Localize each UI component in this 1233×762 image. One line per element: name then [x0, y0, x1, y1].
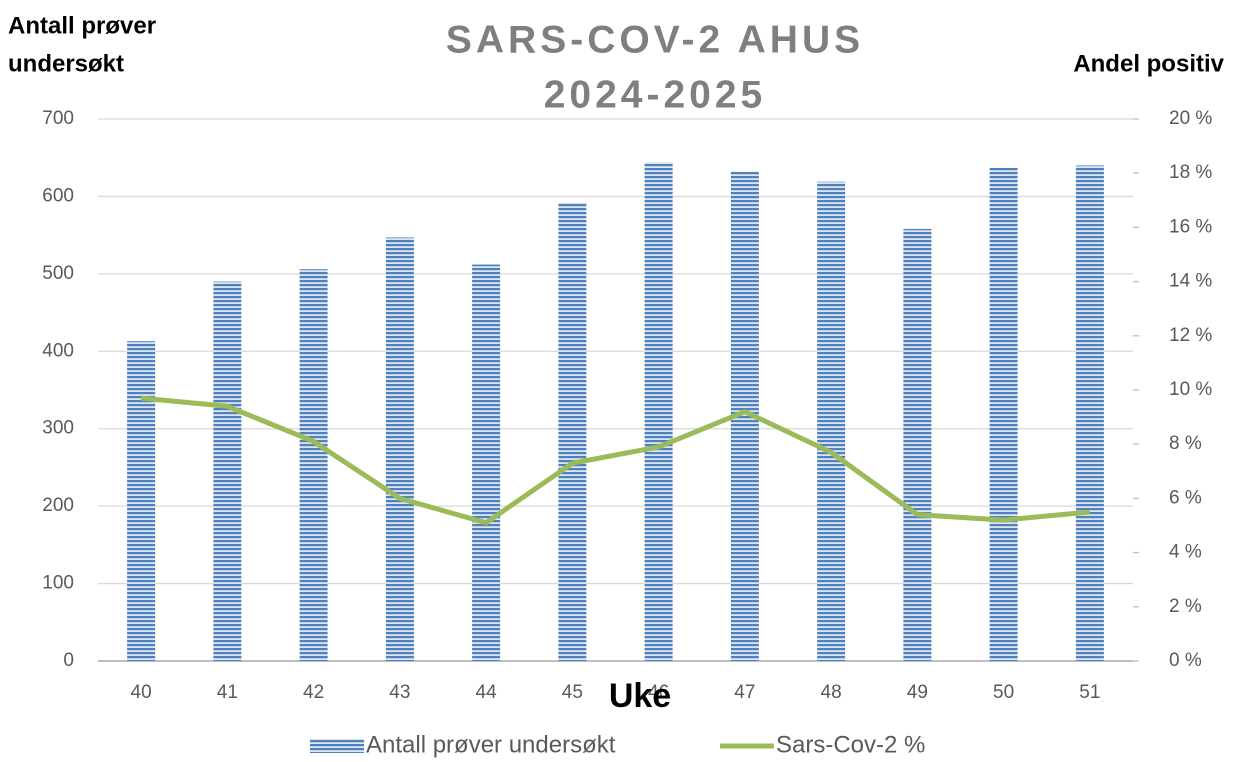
bar — [903, 228, 932, 661]
y-tick-label: 300 — [42, 418, 74, 439]
x-tick-label: 51 — [1079, 682, 1100, 703]
legend-label: Antall prøver undersøkt — [366, 731, 616, 758]
bar — [817, 181, 846, 661]
y2-axis-title: Andel positiv — [1073, 50, 1224, 77]
y-tick-label: 100 — [42, 573, 74, 594]
y-axis-title: undersøkt — [8, 50, 124, 77]
bar — [1075, 165, 1104, 661]
line — [140, 395, 1091, 526]
legend-label: Sars-Cov-2 % — [776, 731, 925, 758]
y-tick-label: 200 — [42, 495, 74, 516]
y2-tick-label: 20 % — [1169, 108, 1212, 129]
x-tick-label: 44 — [476, 682, 498, 703]
y-tick-label: 400 — [42, 340, 74, 361]
x-tick-label: 45 — [562, 682, 583, 703]
x-tick-label: 46 — [648, 682, 669, 703]
y2-tick-label: 16 % — [1169, 216, 1212, 237]
bar — [472, 264, 501, 661]
y2-tick-label: 4 % — [1169, 542, 1202, 563]
y-axis-title: Antall prøver — [8, 12, 156, 39]
x-tick-label: 41 — [217, 682, 238, 703]
y-tick-label: 700 — [42, 108, 74, 129]
x-tick-label: 42 — [303, 682, 324, 703]
bar — [989, 167, 1018, 661]
bar — [299, 269, 328, 661]
x-tick-label: 40 — [131, 682, 152, 703]
y2-tick-label: 14 % — [1169, 271, 1212, 292]
x-axis-title: Uke — [609, 677, 671, 715]
x-tick-label: 48 — [821, 682, 842, 703]
bar — [127, 341, 156, 661]
bar — [644, 162, 673, 662]
chart-title: SARS-COV-2 AHUS — [446, 18, 864, 61]
y-tick-label: 0 — [63, 650, 74, 671]
x-tick-label: 50 — [993, 682, 1014, 703]
y2-tick-label: 6 % — [1169, 487, 1202, 508]
bar — [558, 202, 587, 661]
y-tick-label: 600 — [42, 185, 74, 206]
x-tick-label: 43 — [389, 682, 410, 703]
y2-tick-label: 2 % — [1169, 596, 1202, 617]
legend-swatch — [310, 739, 364, 753]
y2-tick-label: 0 % — [1169, 650, 1202, 671]
y2-tick-label: 18 % — [1169, 162, 1212, 183]
y-tick-label: 500 — [42, 263, 74, 284]
y2-tick-label: 8 % — [1169, 433, 1202, 454]
x-tick-label: 47 — [734, 682, 755, 703]
y2-tick-label: 10 % — [1169, 379, 1212, 400]
bar — [213, 281, 242, 661]
chart-title: 2024-2025 — [544, 73, 767, 116]
bar — [385, 237, 414, 662]
y2-tick-label: 12 % — [1169, 325, 1212, 346]
x-tick-label: 49 — [907, 682, 928, 703]
